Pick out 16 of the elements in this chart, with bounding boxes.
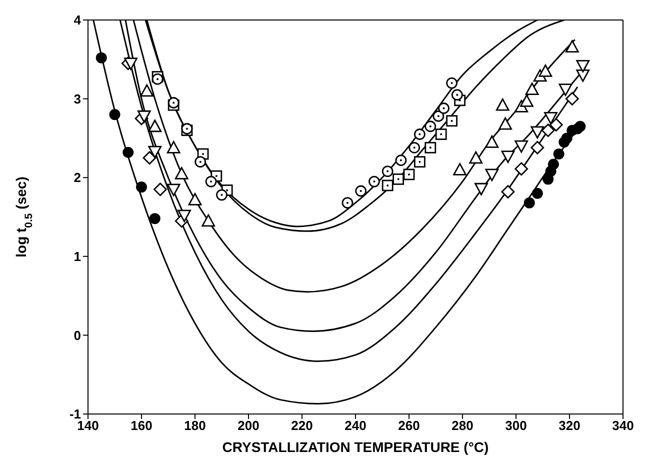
y-tick-label: 2 <box>74 170 81 186</box>
x-tick-label: 160 <box>130 418 152 434</box>
x-tick-label: 280 <box>452 418 474 434</box>
x-tick-label: 320 <box>558 418 580 434</box>
x-tick-label: 340 <box>612 418 634 434</box>
y-tick-label: 0 <box>74 328 81 343</box>
x-tick-label: 220 <box>291 418 313 434</box>
y-tick-label: 4 <box>74 12 82 28</box>
x-tick-label: 240 <box>344 418 366 434</box>
x-tick-label: 300 <box>505 418 527 434</box>
x-axis-title: CRYSTALLIZATION TEMPERATURE (°C) <box>222 439 489 455</box>
x-tick-label: 180 <box>184 418 206 434</box>
x-tick-label: 260 <box>398 418 420 434</box>
y-tick-label: 1 <box>74 249 81 264</box>
y-tick-label: 3 <box>74 91 81 106</box>
x-tick-label: 200 <box>238 418 260 434</box>
